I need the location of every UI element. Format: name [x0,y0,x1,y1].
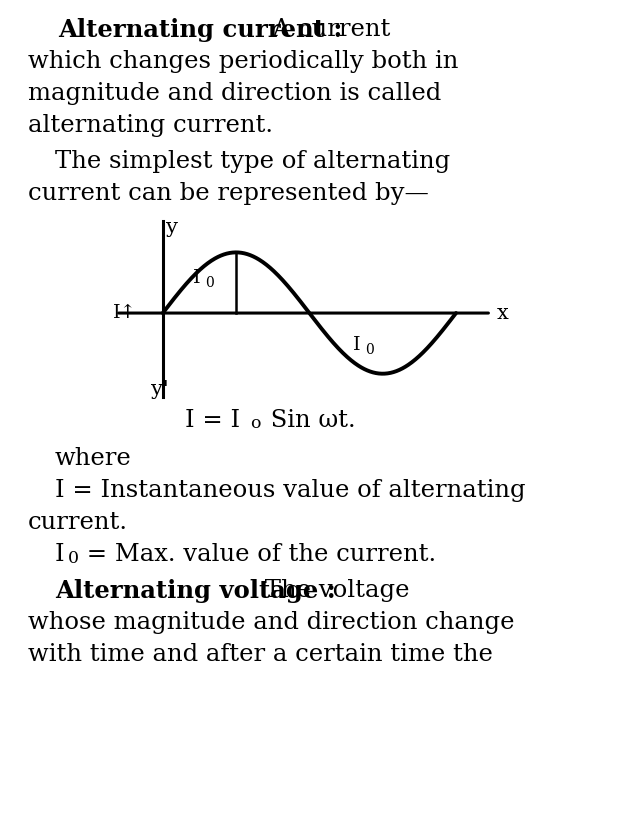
Text: I: I [353,335,360,353]
Text: The voltage: The voltage [257,579,409,602]
Text: 0: 0 [68,550,79,567]
Text: The simplest type of alternating: The simplest type of alternating [55,150,451,173]
Text: magnitude and direction is called: magnitude and direction is called [28,82,441,105]
Text: current can be represented by—: current can be represented by— [28,182,429,205]
Text: which changes periodically both in: which changes periodically both in [28,50,459,73]
Text: o: o [250,415,260,432]
Text: alternating current.: alternating current. [28,114,273,137]
Text: current.: current. [28,511,128,534]
Text: Sin ωt.: Sin ωt. [263,409,356,432]
Text: 0: 0 [365,343,374,357]
Text: with time and after a certain time the: with time and after a certain time the [28,643,493,666]
Text: y: y [166,218,178,237]
Text: I: I [193,269,200,287]
Text: I = Instantaneous value of alternating: I = Instantaneous value of alternating [55,479,525,502]
Text: I↑: I↑ [113,304,137,322]
Text: A current: A current [265,18,391,41]
Text: y': y' [151,380,169,399]
Text: x: x [497,303,509,322]
Text: Alternating current :: Alternating current : [58,18,343,42]
Text: where: where [55,447,132,470]
Text: whose magnitude and direction change: whose magnitude and direction change [28,611,515,634]
Text: I = I: I = I [185,409,240,432]
Text: I: I [55,543,65,566]
Text: Alternating voltage :: Alternating voltage : [55,579,336,603]
Text: 0: 0 [205,276,214,290]
Text: = Max. value of the current.: = Max. value of the current. [79,543,436,566]
